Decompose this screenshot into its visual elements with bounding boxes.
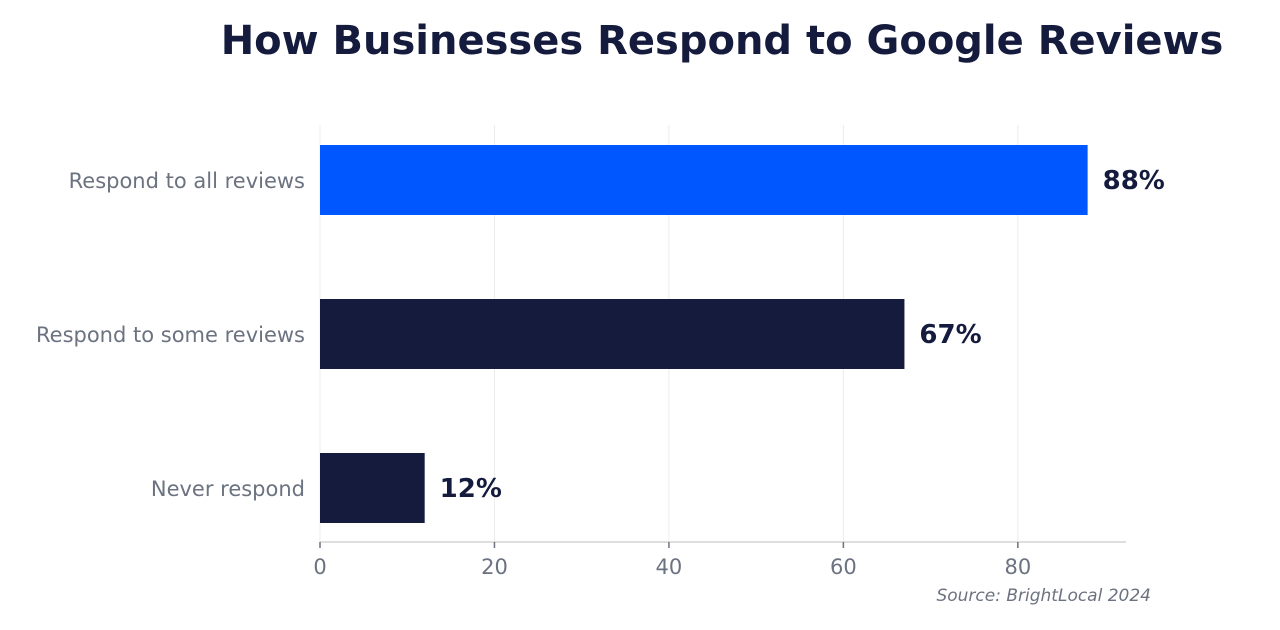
category-label: Never respond xyxy=(151,477,305,501)
x-tick-label: 0 xyxy=(313,555,326,579)
x-tick-label: 80 xyxy=(1004,555,1031,579)
category-label: Respond to some reviews xyxy=(36,323,305,347)
source-note: Source: BrightLocal 2024 xyxy=(936,586,1151,606)
x-tick-label: 60 xyxy=(830,555,857,579)
chart-title: How Businesses Respond to Google Reviews xyxy=(221,18,1224,64)
data-label: 12% xyxy=(440,474,502,504)
bar xyxy=(320,299,905,369)
x-tick-label: 20 xyxy=(481,555,508,579)
x-tick-label: 40 xyxy=(656,555,683,579)
bar xyxy=(320,453,425,523)
data-label: 88% xyxy=(1103,166,1165,196)
bar xyxy=(320,145,1088,215)
category-label: Respond to all reviews xyxy=(69,169,305,193)
data-label: 67% xyxy=(919,320,981,350)
